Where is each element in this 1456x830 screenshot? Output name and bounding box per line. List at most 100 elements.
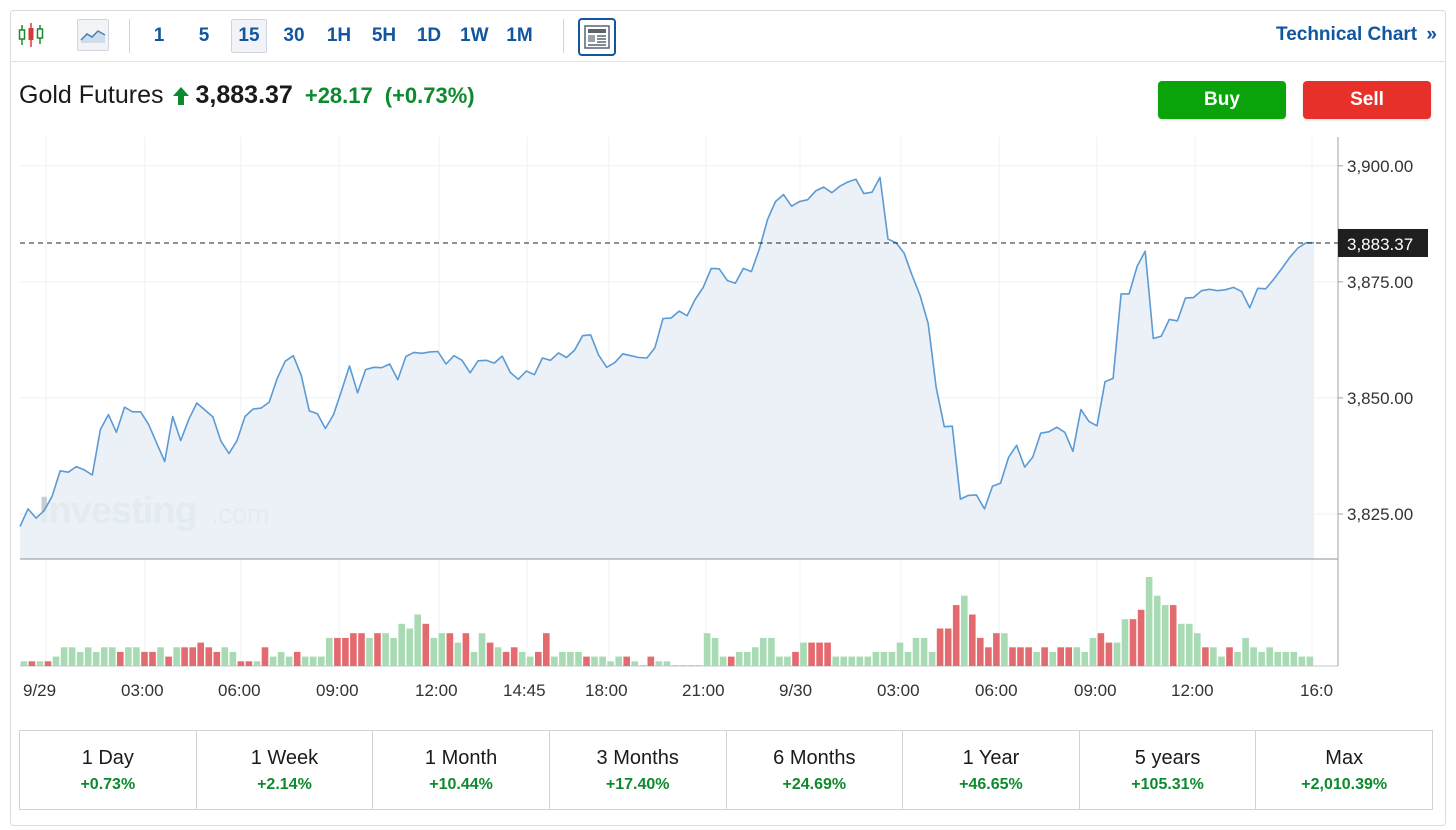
volume-bar-up <box>872 651 880 666</box>
volume-bar-down <box>1017 647 1024 666</box>
interval-5[interactable]: 5 <box>198 25 210 46</box>
volume-bar-up <box>301 656 309 666</box>
volume-bar-up <box>1001 633 1008 666</box>
volume-bar-up <box>1186 623 1193 666</box>
volume-bar-up <box>599 656 606 666</box>
volume-bar-down <box>944 628 952 666</box>
volume-bar-down <box>808 642 815 666</box>
price-change-percent: (+0.73%) <box>384 82 475 108</box>
period-label: Max <box>1325 746 1364 769</box>
period-change: +2,010.39% <box>1301 775 1388 793</box>
volume-bar-down <box>205 647 213 666</box>
period-tab[interactable]: 1 Year +46.65% <box>903 731 1080 809</box>
volume-bar-up <box>76 651 84 666</box>
period-label: 5 years <box>1134 746 1201 769</box>
volume-bar-up <box>60 647 68 666</box>
volume-bar-up <box>1178 623 1185 666</box>
x-axis-tick-label: 12:00 <box>415 681 458 700</box>
volume-bar-down <box>189 647 196 666</box>
volume-bar-up <box>744 651 751 666</box>
volume-bar-up <box>695 665 703 666</box>
price-line <box>19 176 1314 527</box>
volume-bar-down <box>165 656 172 666</box>
period-tab[interactable]: Max +2,010.39% <box>1256 731 1432 809</box>
volume-bar-up <box>382 633 389 666</box>
volume-bar-up <box>1298 656 1306 666</box>
interval-1m[interactable]: 1M <box>506 25 533 46</box>
volume-bar-up <box>631 661 638 666</box>
double-chevron-right-icon: » <box>1426 24 1437 45</box>
volume-bar-up <box>68 647 76 666</box>
interval-5h[interactable]: 5H <box>371 25 397 46</box>
volume-bar-down <box>1226 647 1233 666</box>
volume-bar-up <box>414 614 421 666</box>
interval-1d[interactable]: 1D <box>416 25 442 46</box>
area-chart-icon[interactable] <box>77 19 109 51</box>
volume-bar-up <box>1081 651 1089 666</box>
sell-button[interactable]: Sell <box>1303 81 1431 119</box>
volume-bar-up <box>478 633 486 666</box>
last-price-badge <box>1338 228 1428 257</box>
volume-bar-up <box>221 647 229 666</box>
period-label: 1 Week <box>250 746 319 769</box>
period-tab[interactable]: 5 years +105.31% <box>1080 731 1257 809</box>
volume-bar-up <box>1266 647 1273 666</box>
volume-bar-up <box>430 637 438 666</box>
news-panel-icon[interactable] <box>578 18 616 56</box>
volume-bar-up <box>961 595 968 666</box>
volume-bar-up <box>607 661 614 666</box>
x-axis-tick-label: 9/29 <box>23 681 56 700</box>
technical-chart-link[interactable]: Technical Chart » <box>1276 24 1437 46</box>
interval-1w[interactable]: 1W <box>460 25 489 46</box>
volume-bar-up <box>253 661 261 666</box>
period-tab[interactable]: 6 Months +24.69% <box>727 731 904 809</box>
volume-bar-up <box>864 656 872 666</box>
volume-bar-down <box>1025 647 1032 666</box>
volume-bar-up <box>928 651 936 666</box>
volume-bar-down <box>141 651 148 666</box>
period-tab[interactable]: 3 Months +17.40% <box>550 731 727 809</box>
interval-15[interactable]: 15 <box>231 19 267 53</box>
volume-bar-up <box>1089 637 1097 666</box>
volume-bar-down <box>1057 647 1064 666</box>
period-tab[interactable]: 1 Week +2.14% <box>197 731 374 809</box>
volume-bar-up <box>711 637 719 666</box>
period-tab[interactable]: 1 Month +10.44% <box>373 731 550 809</box>
volume-bar-down <box>1065 647 1072 666</box>
volume-bar-up <box>848 656 855 666</box>
volume-bar-up <box>1290 651 1298 666</box>
volume-bar-down <box>623 656 630 666</box>
volume-bar-up <box>679 665 687 666</box>
period-tab[interactable]: 1 Day +0.73% <box>20 731 197 809</box>
volume-bar-up <box>1113 642 1121 666</box>
interval-30[interactable]: 30 <box>283 25 305 46</box>
volume-bar-up <box>1274 651 1281 666</box>
period-change: +10.44% <box>429 775 493 793</box>
volume-bar-up <box>719 656 727 666</box>
volume-bar-down <box>197 642 204 666</box>
buy-button[interactable]: Buy <box>1158 81 1286 119</box>
volume-bar-down <box>462 633 470 666</box>
volume-bar-up <box>1153 595 1161 666</box>
volume-bar-down <box>1202 647 1209 666</box>
volume-bar-up <box>832 656 839 666</box>
x-axis-tick-label: 09:00 <box>316 681 359 700</box>
y-axis-tick-label: 3,825.00 <box>1347 505 1413 524</box>
technical-chart-label: Technical Chart <box>1276 24 1418 45</box>
volume-bar-down <box>969 614 976 666</box>
volume-bar-down <box>422 623 430 666</box>
candlestick-chart-icon[interactable] <box>15 19 47 51</box>
volume-bar-down <box>486 642 494 666</box>
volume-bar-up <box>655 661 663 666</box>
price-chart[interactable]: 3,900.003,875.003,850.003,825.00Investin… <box>11 11 1445 721</box>
volume-bar-down <box>342 637 349 666</box>
volume-bar-down <box>510 647 518 666</box>
arrow-up-icon <box>172 86 190 106</box>
volume-bar-up <box>125 647 132 666</box>
volume-bar-up <box>735 651 743 666</box>
interval-1h[interactable]: 1H <box>326 25 352 46</box>
volume-bar-up <box>559 651 566 666</box>
volume-bar-up <box>639 665 647 666</box>
volume-bar-down <box>44 661 52 666</box>
interval-1[interactable]: 1 <box>153 25 165 46</box>
